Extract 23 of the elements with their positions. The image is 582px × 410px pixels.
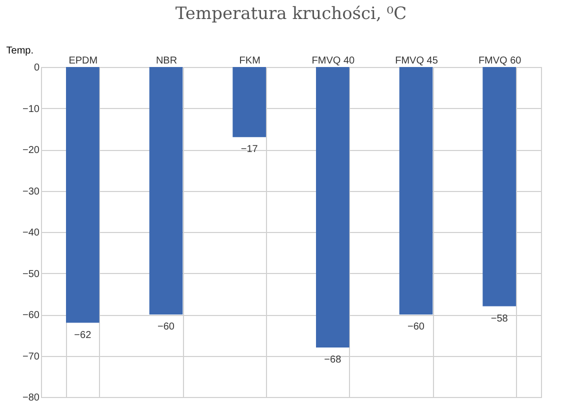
y-tick-label: −50 <box>22 268 40 280</box>
y-tick-label: −30 <box>22 186 40 198</box>
y-tick-label: −20 <box>22 145 40 156</box>
data-label: −60 <box>408 322 425 332</box>
y-tick-label: −80 <box>22 392 40 404</box>
x-tick-label: FKM <box>239 56 260 66</box>
chart-title: Temperatura kruchości, ⁰C <box>175 4 407 24</box>
x-tick-label: EPDM <box>68 56 98 66</box>
data-label: −58 <box>490 313 508 324</box>
x-tick-label: NBR <box>156 56 178 66</box>
data-label: −60 <box>158 322 175 332</box>
y-tick-label: −10 <box>22 104 40 115</box>
x-tick-label: FMVQ 60 <box>478 56 522 66</box>
y-axis-title: Temp. <box>6 46 34 56</box>
data-label: −68 <box>324 354 342 366</box>
y-tick-label: −70 <box>22 351 40 362</box>
x-tick-label: FMVQ 45 <box>395 56 438 66</box>
y-tick-label: −40 <box>22 228 40 238</box>
y-tick-label: −60 <box>22 310 40 321</box>
data-label: −17 <box>240 144 258 156</box>
x-tick-label: FMVQ 40 <box>312 56 355 66</box>
data-label: −62 <box>74 330 92 341</box>
y-tick-label: 0 <box>34 62 40 74</box>
